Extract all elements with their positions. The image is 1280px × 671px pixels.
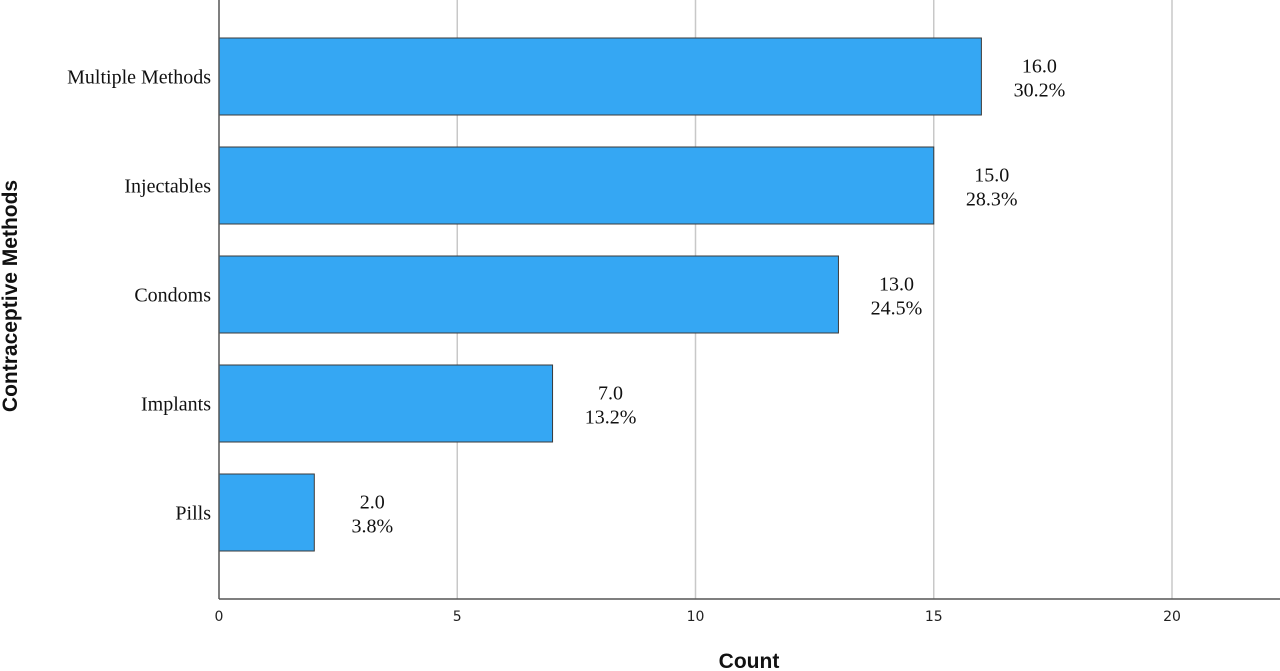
category-labels: Multiple Methods Injectables Condoms Implan… [67, 67, 211, 525]
x-tick-label: 5 [453, 609, 462, 625]
category-label: Multiple Methods [67, 67, 211, 89]
x-axis-title: Count [719, 650, 780, 671]
data-label-value: 15.0 [974, 165, 1009, 187]
data-label-value: 7.0 [598, 383, 623, 405]
bar [218, 255, 839, 334]
category-label: Condoms [134, 285, 211, 307]
bar [218, 364, 554, 443]
x-tick-labels: 0 5 10 15 20 [215, 609, 1181, 625]
data-label-percent: 30.2% [1014, 80, 1066, 102]
data-label-value: 16.0 [1022, 56, 1057, 78]
data-label-value: 2.0 [360, 492, 385, 514]
bar [218, 473, 315, 552]
x-tick-label: 15 [925, 609, 943, 625]
bar [218, 146, 935, 225]
category-label: Injectables [124, 176, 211, 198]
data-label-percent: 13.2% [585, 407, 637, 429]
bar [218, 37, 982, 116]
y-axis-title: Contraceptive Methods [0, 180, 22, 412]
category-label: Pills [175, 503, 211, 525]
data-labels: 16.030.2% 15.028.3% 13.024.5% 7.013.2% 2.03.… [351, 56, 1065, 538]
category-label: Implants [141, 394, 211, 416]
x-tick-label: 20 [1163, 609, 1181, 625]
x-tick-label: 10 [687, 609, 705, 625]
data-label-percent: 28.3% [966, 189, 1018, 211]
data-label-value: 13.0 [879, 274, 914, 296]
data-label-percent: 3.8% [351, 516, 393, 538]
data-label-percent: 24.5% [871, 298, 923, 320]
axes [218, 0, 1280, 600]
x-tick-label: 0 [215, 609, 224, 625]
bars [218, 37, 982, 552]
